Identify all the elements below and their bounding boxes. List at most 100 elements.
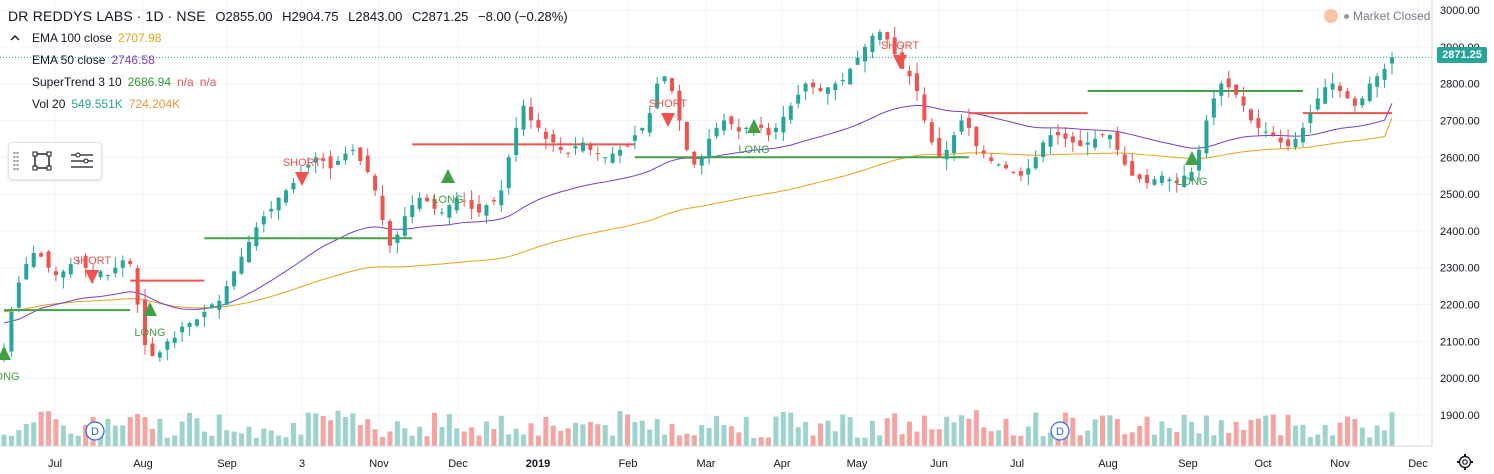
volume-bar — [320, 415, 326, 446]
candle-body — [677, 90, 682, 121]
long-signal-arrow — [0, 346, 11, 360]
candle-body — [1219, 83, 1224, 96]
volume-bar — [558, 431, 564, 446]
candle-body — [1100, 134, 1105, 136]
volume-bar — [209, 435, 215, 446]
candle-body — [98, 271, 103, 278]
volume-bar — [862, 437, 868, 446]
time-tick-label: 3 — [299, 458, 305, 470]
volume-bar — [1241, 429, 1247, 446]
time-tick-label: Dec — [448, 458, 468, 470]
time-tick-label: Nov — [1330, 458, 1350, 470]
volume-bar — [491, 429, 497, 446]
indicator-volume[interactable]: Vol 20 549.551K 724.204K — [8, 93, 574, 115]
volume-bar — [817, 423, 823, 446]
candle-body — [1204, 120, 1209, 154]
dividend-badge-label: D — [1056, 426, 1064, 438]
candle-body — [536, 120, 541, 128]
indicator-label: EMA 50 close — [32, 53, 106, 67]
settings-lines-button[interactable] — [65, 146, 99, 176]
volume-bar — [921, 415, 927, 446]
drag-handle-icon[interactable] — [13, 151, 19, 171]
volume-bar — [298, 434, 304, 446]
indicator-ema100[interactable]: EMA 100 close 2707.98 — [8, 27, 574, 49]
candle-body — [632, 135, 637, 141]
signal-markers: LONG SHORT LONG SHORT LONG SHORT LONG SHORT LONG — [0, 40, 1208, 383]
candle-body — [1278, 137, 1283, 143]
indicator-label: SuperTrend 3 10 — [32, 75, 122, 89]
volume-bars — [1, 410, 1395, 446]
volume-bar — [424, 436, 430, 446]
candle-body — [224, 286, 229, 305]
long-signal-arrow — [747, 119, 761, 133]
time-tick-label: Nov — [369, 458, 389, 470]
candle-body — [610, 153, 615, 163]
volume-bar — [164, 437, 170, 446]
candle-body — [1315, 98, 1320, 110]
candle-body — [981, 150, 986, 154]
volume-bar — [951, 422, 957, 446]
collapse-chevron-icon[interactable] — [8, 31, 24, 45]
rectangle-tool-button[interactable] — [25, 146, 59, 176]
volume-bar — [1359, 427, 1365, 446]
market-status[interactable]: Market Closed — [1324, 9, 1430, 23]
volume-bar — [1077, 435, 1083, 446]
candle-body — [16, 282, 21, 308]
volume-bar — [1233, 421, 1239, 446]
candle-body — [788, 105, 793, 120]
price-tick-label: 2000.00 — [1440, 373, 1480, 385]
candle-body — [1018, 171, 1023, 176]
candle-body — [603, 157, 608, 159]
candle-body — [1226, 78, 1231, 88]
candle-body — [714, 127, 719, 137]
price-tick-label: 2700.00 — [1440, 115, 1480, 127]
indicator-label: Vol 20 — [32, 97, 66, 111]
candle-body — [1130, 161, 1135, 176]
candle-body — [1189, 172, 1194, 181]
volume-bar — [1330, 435, 1336, 446]
volume-bar — [1307, 437, 1313, 446]
long-signal-arrow — [143, 302, 157, 316]
candle-body — [1145, 174, 1150, 184]
volume-bar — [1218, 420, 1224, 446]
candle-body — [1078, 140, 1083, 147]
candle-body — [105, 275, 110, 277]
grid — [0, 0, 1432, 446]
volume-bar — [8, 435, 14, 446]
candle-body — [736, 127, 741, 132]
candle-body — [833, 83, 838, 91]
exchange: NSE — [176, 8, 206, 24]
short-signal-arrow — [661, 113, 675, 127]
candle-body — [477, 203, 482, 213]
candle-body — [417, 197, 422, 209]
candle-body — [892, 37, 897, 55]
candle-body — [454, 197, 459, 211]
indicator-value-2: n/a — [177, 75, 194, 89]
candle-body — [974, 126, 979, 147]
volume-bar — [231, 431, 237, 446]
indicator-supertrend[interactable]: SuperTrend 3 10 2686.94 n/a n/a — [8, 71, 574, 93]
gear-icon[interactable] — [1456, 453, 1474, 471]
volume-bar — [53, 419, 59, 446]
time-tick-label: Sep — [217, 458, 237, 470]
candle-body — [1055, 131, 1060, 136]
volume-bar — [135, 413, 141, 446]
candle-body — [313, 157, 318, 163]
indicator-label: EMA 100 close — [32, 31, 113, 45]
volume-bar — [105, 418, 111, 446]
candle-body — [194, 319, 199, 326]
candle-body — [128, 261, 133, 265]
indicator-ema50[interactable]: EMA 50 close 2746.58 — [8, 49, 574, 71]
rectangle-icon — [32, 151, 52, 171]
dividend-badge-label: D — [91, 426, 99, 438]
candle-body — [684, 122, 689, 150]
candle-body — [595, 153, 600, 155]
floating-drawing-toolbar[interactable] — [8, 142, 102, 180]
volume-bar — [1122, 434, 1128, 446]
symbol-name[interactable]: DR REDDYS LABS — [8, 8, 133, 24]
volume-bar — [127, 417, 133, 446]
candle-body — [1256, 118, 1261, 128]
interval[interactable]: 1D — [145, 8, 164, 24]
